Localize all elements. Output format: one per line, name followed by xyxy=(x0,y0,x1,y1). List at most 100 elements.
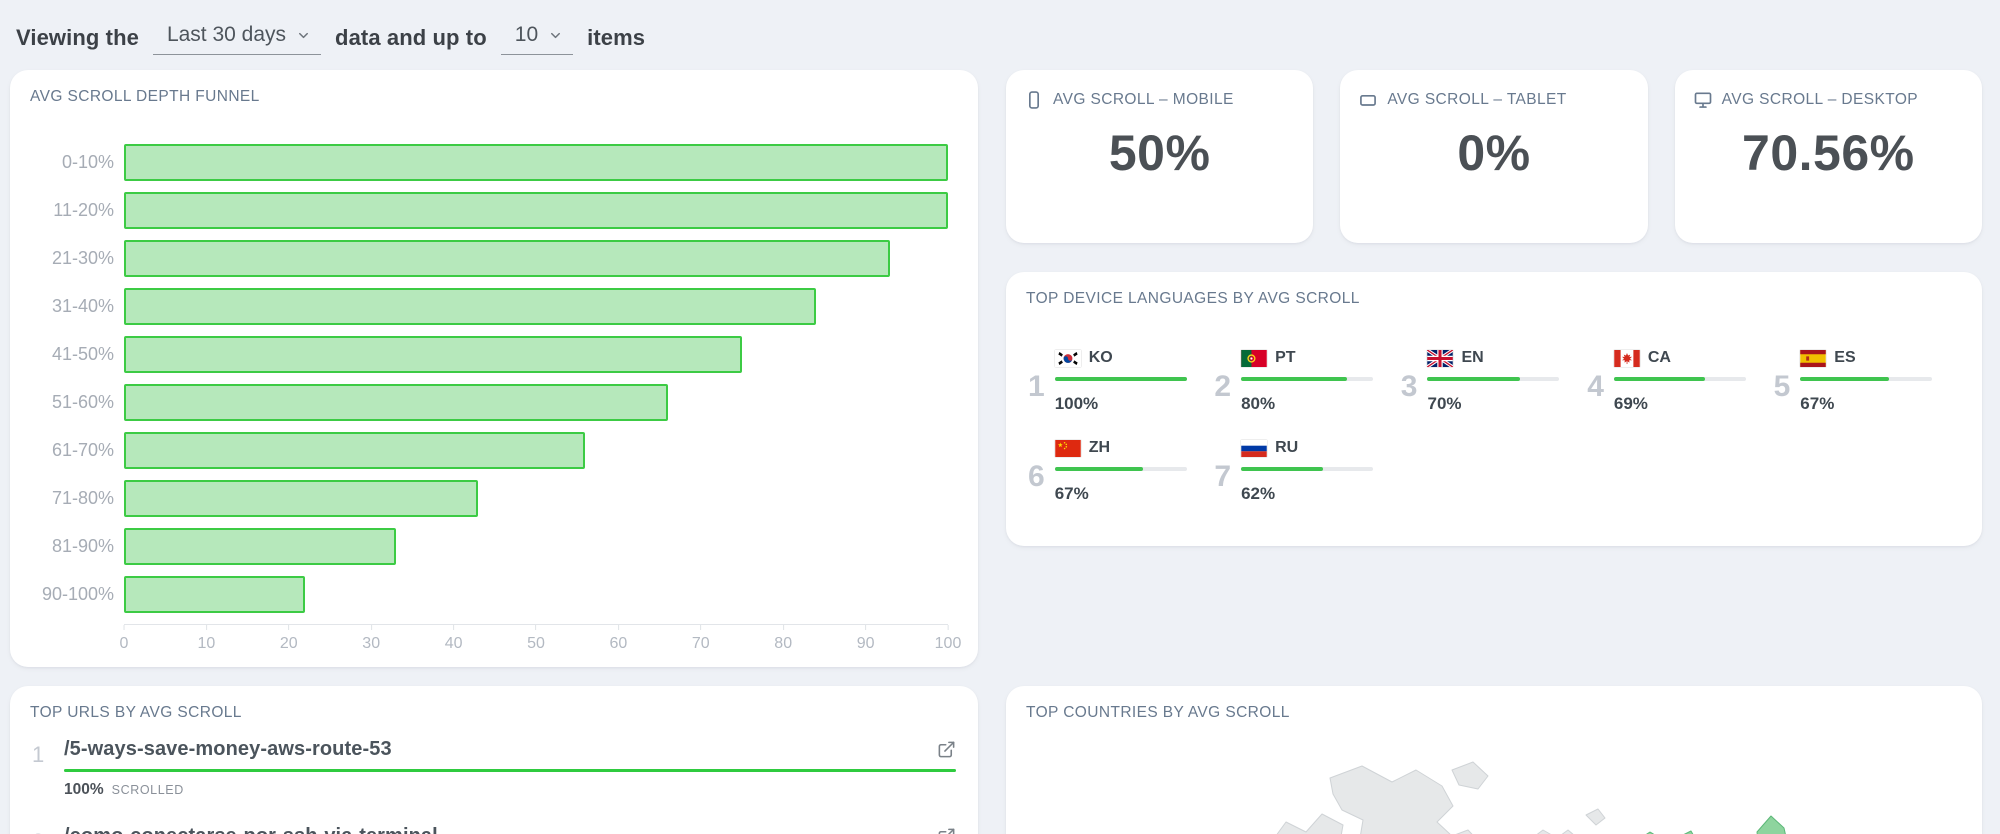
language-progress-fill xyxy=(1613,377,1705,381)
url-row: 2 /como-conectarse-por-ssh-via-terminal xyxy=(32,825,956,834)
language-progress-track xyxy=(1241,467,1374,471)
map-country-shapes-green xyxy=(1645,815,1786,834)
funnel-row: 41-50% xyxy=(26,330,948,378)
stat-label: AVG SCROLL – MOBILE xyxy=(1053,91,1234,108)
funnel-category-label: 71-80% xyxy=(51,487,114,508)
scroll-depth-funnel-chart: 0-10% 11-20% 21-30% 31-40% 41-50% 51-60%… xyxy=(26,138,962,654)
funnel-row: 11-20% xyxy=(26,186,948,234)
chevron-down-icon xyxy=(551,32,561,38)
filter-prefix-label: Viewing the xyxy=(16,25,139,50)
map-country-shape xyxy=(1683,830,1694,834)
url-scroll-track xyxy=(64,769,956,772)
url-link[interactable]: /como-conectarse-por-ssh-via-terminal xyxy=(64,825,438,834)
language-progress-fill xyxy=(1054,377,1187,381)
axis-tick: 10 xyxy=(197,625,215,653)
axis-tick: 20 xyxy=(280,625,298,653)
language-code: EN xyxy=(1461,349,1484,366)
language-progress-track xyxy=(1241,377,1374,381)
url-row: 1 /5-ways-save-money-aws-route-53 100% SC… xyxy=(32,738,956,799)
funnel-bar xyxy=(124,239,891,277)
date-range-value: Last 30 days xyxy=(166,23,287,46)
language-rank: 5 xyxy=(1773,370,1791,403)
language-progress-fill xyxy=(1241,377,1347,381)
language-code: KO xyxy=(1088,349,1113,366)
flag-ru-icon xyxy=(1241,439,1267,457)
map-country-shape xyxy=(1585,808,1606,826)
axis-tick: 90 xyxy=(857,625,874,653)
language-item: 2 PT 80% xyxy=(1214,348,1400,414)
language-rank: 4 xyxy=(1587,370,1604,403)
funnel-category-label: 31-40% xyxy=(51,295,114,316)
funnel-bar xyxy=(124,575,306,613)
stat-card-header: AVG SCROLL – MOBILE xyxy=(1024,90,1295,110)
filter-suffix-label: items xyxy=(587,25,646,50)
stat-label: AVG SCROLL – DESKTOP xyxy=(1721,91,1919,108)
stat-value: 50% xyxy=(1108,125,1211,181)
language-rank: 2 xyxy=(1214,370,1232,403)
language-progress-track xyxy=(1613,377,1746,381)
language-progress-fill xyxy=(1427,377,1520,381)
funnel-category-label: 81-90% xyxy=(51,535,114,556)
funnel-bar xyxy=(124,479,479,517)
url-rank: 2 xyxy=(32,825,48,834)
flag-kr-icon xyxy=(1054,349,1081,367)
language-item: 7 RU 62% xyxy=(1214,438,1400,504)
language-code: CA xyxy=(1647,349,1671,366)
funnel-row: 90-100% xyxy=(26,570,948,618)
url-link[interactable]: /5-ways-save-money-aws-route-53 xyxy=(64,738,392,760)
language-code: ZH xyxy=(1088,439,1111,456)
top-urls-list: 1 /5-ways-save-money-aws-route-53 100% SC… xyxy=(26,738,962,834)
funnel-bar xyxy=(124,335,742,373)
stat-cards-row: AVG SCROLL – MOBILE 50% AVG SCROLL – TAB… xyxy=(1006,70,1982,243)
language-percent: 69% xyxy=(1613,394,1648,413)
url-scroll-fill xyxy=(64,769,956,772)
url-scrolled-label: SCROLLED xyxy=(111,782,184,797)
funnel-row: 71-80% xyxy=(26,474,948,522)
funnel-bar xyxy=(124,431,586,469)
left-column: AVG SCROLL DEPTH FUNNEL 0-10% 11-20% 21-… xyxy=(10,70,978,834)
funnel-bar xyxy=(124,287,817,325)
axis-tick: 40 xyxy=(445,625,462,653)
language-rank: 6 xyxy=(1028,460,1045,493)
date-range-select[interactable]: Last 30 days xyxy=(152,21,322,55)
chevron-down-icon xyxy=(299,32,309,38)
axis-tick: 70 xyxy=(692,625,710,653)
map-country-shape xyxy=(1329,765,1473,834)
funnel-bar xyxy=(124,527,396,565)
stat-card-header: AVG SCROLL – DESKTOP xyxy=(1693,90,1964,110)
tablet-icon xyxy=(1360,95,1377,106)
panel-top-device-languages: TOP DEVICE LANGUAGES BY AVG SCROLL 1 KO … xyxy=(1006,272,1982,546)
desktop-icon xyxy=(1694,92,1711,108)
language-progress-track xyxy=(1427,377,1560,381)
dashboard-grid: AVG SCROLL DEPTH FUNNEL 0-10% 11-20% 21-… xyxy=(0,70,2000,834)
open-url-button[interactable] xyxy=(937,740,956,759)
mobile-icon xyxy=(1029,91,1039,109)
language-item: 1 KO 100% xyxy=(1028,348,1214,414)
language-ranking-grid: 1 KO 100% 2 PT 80% 3 EN 70% 4 CA xyxy=(1022,348,1966,504)
stat-card-desktop: AVG SCROLL – DESKTOP 70.56% xyxy=(1674,70,1982,243)
world-map-svg xyxy=(1276,761,1786,834)
funnel-bar xyxy=(124,143,948,181)
flag-es-icon xyxy=(1800,349,1827,367)
funnel-category-label: 41-50% xyxy=(51,343,114,364)
axis-tick: 80 xyxy=(774,625,792,653)
stat-card-header: AVG SCROLL – TABLET xyxy=(1358,90,1629,110)
filter-bar: Viewing the Last 30 days data and up to … xyxy=(0,0,2000,70)
items-count-select[interactable]: 10 xyxy=(500,21,574,55)
external-link-icon xyxy=(938,828,955,834)
language-progress-fill xyxy=(1241,467,1323,471)
open-url-button[interactable] xyxy=(937,827,956,834)
language-progress-fill xyxy=(1054,467,1144,471)
language-progress-track xyxy=(1054,377,1187,381)
flag-gb-icon xyxy=(1427,349,1454,367)
external-link-icon xyxy=(938,741,955,758)
funnel-row: 31-40% xyxy=(26,282,948,330)
url-scroll-percent: 100% xyxy=(64,780,104,798)
language-item: 6 ZH 67% xyxy=(1028,438,1214,504)
map-country-shapes-gray xyxy=(1276,761,1606,834)
panel-title: TOP COUNTRIES BY AVG SCROLL xyxy=(1026,704,1290,721)
language-progress-track xyxy=(1054,467,1187,471)
stat-label: AVG SCROLL – TABLET xyxy=(1387,91,1567,108)
language-progress-track xyxy=(1800,377,1933,381)
language-item: 5 ES 67% xyxy=(1774,348,1960,414)
